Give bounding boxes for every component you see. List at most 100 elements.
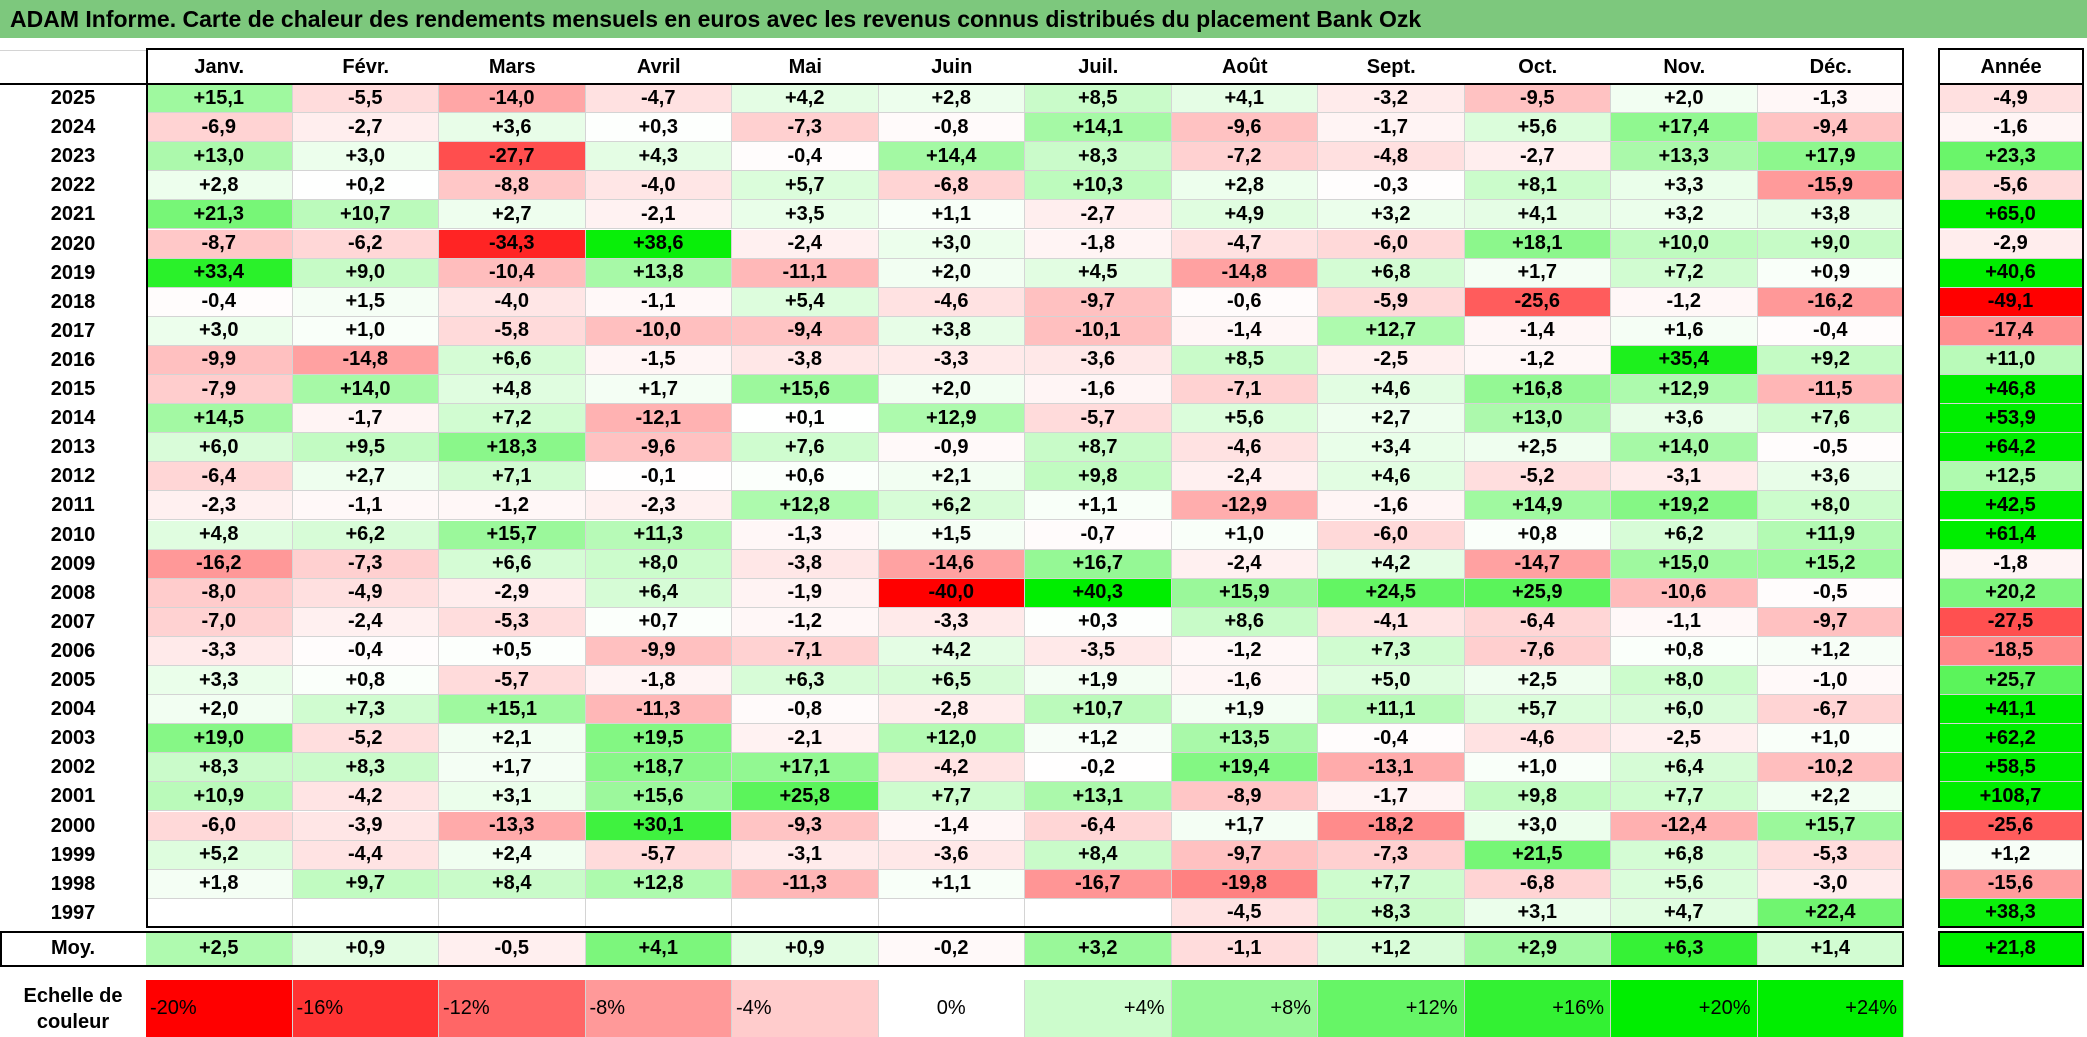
heatmap-cell: -13,3 <box>439 811 586 841</box>
heatmap-cell: +0,1 <box>732 404 879 434</box>
heatmap-cell: -5,2 <box>1464 462 1611 492</box>
heatmap-cell: +4,1 <box>1464 200 1611 230</box>
heatmap-cell: -2,5 <box>1611 724 1758 754</box>
heatmap-cell: -7,3 <box>292 549 439 579</box>
heatmap-cell: +1,7 <box>439 753 586 783</box>
heatmap-cell: -8,8 <box>439 171 586 201</box>
heatmap-cell: +6,4 <box>1611 753 1758 783</box>
heatmap-cell: -34,3 <box>439 229 586 259</box>
heatmap-cell: -1,2 <box>439 491 586 521</box>
heatmap-cell: +5,7 <box>1464 695 1611 725</box>
heatmap-cell: +2,2 <box>1757 782 1904 812</box>
year-label: 2016 <box>50 348 96 371</box>
heatmap-cell: -15,9 <box>1757 171 1904 201</box>
heatmap-cell: -2,5 <box>1318 345 1465 375</box>
heatmap-cell: -1,1 <box>1611 607 1758 637</box>
heatmap-cell: +25,8 <box>732 782 879 812</box>
heatmap-cell: -4,1 <box>1318 607 1465 637</box>
average-label: Moy. <box>50 937 96 960</box>
heatmap-cell: -1,3 <box>732 520 879 550</box>
heatmap-cell: +13,5 <box>1171 724 1318 754</box>
heatmap-cell: +33,4 <box>146 258 293 288</box>
heatmap-cell: -7,1 <box>732 636 879 666</box>
annual-cell: +11,0 <box>1938 345 2084 375</box>
heatmap-cell: -5,9 <box>1318 287 1465 317</box>
heatmap-cell: -4,0 <box>439 287 586 317</box>
heatmap-cell: +19,5 <box>585 724 732 754</box>
heatmap-cell: -16,2 <box>1757 287 1904 317</box>
heatmap-cell: +6,4 <box>585 578 732 608</box>
heatmap-cell: -6,0 <box>1318 229 1465 259</box>
average-cell: +1,4 <box>1757 931 1904 966</box>
heatmap-cell: +2,4 <box>439 840 586 870</box>
heatmap-cell: +18,1 <box>1464 229 1611 259</box>
heatmap-cell: -14,0 <box>439 84 586 114</box>
heatmap-cell: +2,1 <box>439 724 586 754</box>
heatmap-cell: +5,6 <box>1611 869 1758 899</box>
month-header: Juil. <box>1078 55 1119 78</box>
heatmap-cell: +2,7 <box>439 200 586 230</box>
heatmap-cell: -9,3 <box>732 811 879 841</box>
heatmap-cell: -6,4 <box>146 462 293 492</box>
heatmap-cell: -1,8 <box>1025 229 1172 259</box>
year-label: 2001 <box>50 785 96 808</box>
heatmap-cell: +7,6 <box>1757 404 1904 434</box>
heatmap-cell: +4,3 <box>585 142 732 172</box>
year-label: 2019 <box>50 261 96 284</box>
heatmap-cell: +15,1 <box>146 84 293 114</box>
heatmap-cell: -3,6 <box>878 840 1025 870</box>
heatmap-cell: -3,1 <box>732 840 879 870</box>
heatmap-cell: +15,9 <box>1171 578 1318 608</box>
heatmap-cell: -11,3 <box>732 869 879 899</box>
annual-cell: +23,3 <box>1938 142 2084 172</box>
heatmap-cell: +9,7 <box>292 869 439 899</box>
heatmap-cell: -11,5 <box>1757 375 1904 405</box>
heatmap-cell: +6,8 <box>1611 840 1758 870</box>
heatmap-cell: -1,4 <box>878 811 1025 841</box>
average-cell: +2,9 <box>1464 931 1611 966</box>
heatmap-cell: +3,8 <box>1757 200 1904 230</box>
heatmap-cell: -1,6 <box>1171 666 1318 696</box>
average-cell: -1,1 <box>1171 931 1318 966</box>
heatmap-cell: +3,6 <box>1757 462 1904 492</box>
heatmap-cell: -1,2 <box>1464 345 1611 375</box>
month-header: Févr. <box>342 55 390 78</box>
heatmap-cell: +10,7 <box>1025 695 1172 725</box>
heatmap-cell: +15,2 <box>1757 549 1904 579</box>
heatmap-cell: +6,5 <box>878 666 1025 696</box>
average-cell: +4,1 <box>585 931 732 966</box>
heatmap-cell: -6,9 <box>146 113 293 143</box>
heatmap-cell: -0,1 <box>585 462 732 492</box>
heatmap-cell: +13,0 <box>1464 404 1611 434</box>
heatmap-cell: +1,1 <box>878 869 1025 899</box>
year-label: 2012 <box>50 465 96 488</box>
heatmap-cell <box>1025 898 1172 928</box>
heatmap-cell: -12,4 <box>1611 811 1758 841</box>
heatmap-cell: +18,7 <box>585 753 732 783</box>
heatmap-cell: +0,8 <box>1611 636 1758 666</box>
annual-cell: +40,6 <box>1938 258 2084 288</box>
heatmap-cell: -4,6 <box>878 287 1025 317</box>
heatmap-cell: +9,2 <box>1757 345 1904 375</box>
month-header: Nov. <box>1663 55 1706 78</box>
heatmap-cell: -0,4 <box>146 287 293 317</box>
heatmap-cell: +5,7 <box>732 171 879 201</box>
chart-title: ADAM Informe. Carte de chaleur des rende… <box>0 0 2087 38</box>
heatmap-cell: -0,4 <box>1757 316 1904 346</box>
heatmap-cell: +7,6 <box>732 433 879 463</box>
heatmap-cell: +2,0 <box>1611 84 1758 114</box>
heatmap-cell: +1,7 <box>585 375 732 405</box>
heatmap-cell: -0,6 <box>1171 287 1318 317</box>
heatmap-cell: -1,2 <box>1171 636 1318 666</box>
annual-cell: +38,3 <box>1938 898 2084 928</box>
color-scale-label: Echelle de couleur <box>0 980 146 1037</box>
heatmap-cell: +1,1 <box>878 200 1025 230</box>
heatmap-cell: +2,5 <box>1464 433 1611 463</box>
heatmap-cell: +10,0 <box>1611 229 1758 259</box>
year-label: 2025 <box>50 87 96 110</box>
heatmap-cell: +1,2 <box>1025 724 1172 754</box>
heatmap-cell: +1,0 <box>1757 724 1904 754</box>
heatmap-cell: +2,0 <box>878 375 1025 405</box>
annual-cell: -5,6 <box>1938 171 2084 201</box>
heatmap-cell: -1,2 <box>1611 287 1758 317</box>
